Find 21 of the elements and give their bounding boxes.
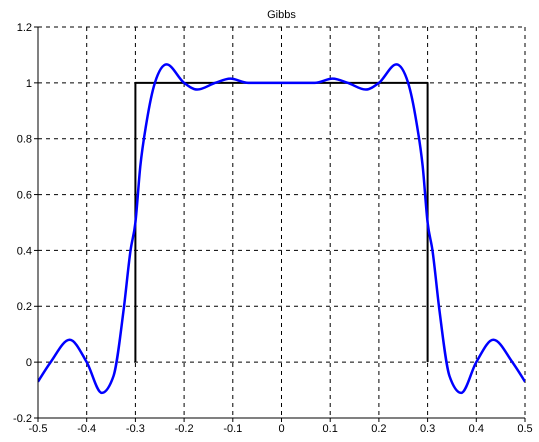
- y-tick-label: -0.2: [13, 412, 32, 425]
- y-tick-label: 0.2: [16, 301, 32, 314]
- y-tick-label: 0: [26, 357, 32, 370]
- y-tick-label: 0.4: [16, 245, 32, 258]
- x-tick-label: 0: [278, 422, 285, 435]
- x-tick-label: -0.1: [223, 422, 242, 435]
- x-tick-label: 0.4: [468, 422, 484, 435]
- x-tick-label: -0.2: [174, 422, 194, 435]
- x-tick-label: -0.5: [28, 422, 48, 435]
- y-tick-label: 0.8: [16, 134, 32, 146]
- chart-title: Gibbs: [267, 9, 296, 21]
- line-series: [38, 63, 525, 394]
- x-tick-label: -0.3: [126, 422, 145, 435]
- y-tick-label: 0.6: [16, 189, 32, 202]
- y-tick-label: 1.2: [16, 22, 32, 34]
- x-tick-label: 0.2: [371, 422, 387, 435]
- x-tick-label: -0.4: [77, 422, 96, 435]
- x-tick-label: 0.5: [517, 422, 533, 435]
- x-tick-label: 0.1: [322, 422, 338, 435]
- y-tick-label: 1: [26, 78, 32, 90]
- x-tick-label: 0.3: [420, 422, 436, 435]
